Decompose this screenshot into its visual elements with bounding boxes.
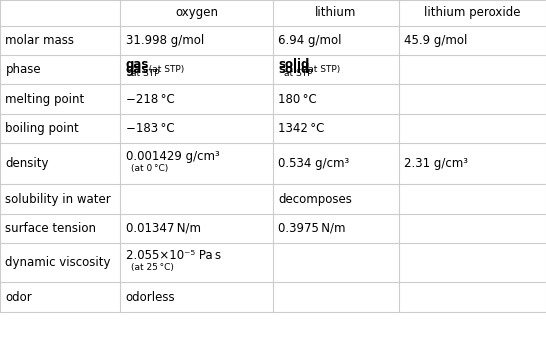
Text: solid: solid: [278, 63, 310, 76]
Text: (at 0 °C): (at 0 °C): [131, 164, 168, 173]
Text: lithium: lithium: [315, 6, 357, 19]
Text: molar mass: molar mass: [5, 34, 74, 47]
Text: phase: phase: [5, 63, 41, 76]
Text: odorless: odorless: [126, 291, 175, 304]
Text: 0.01347 N/m: 0.01347 N/m: [126, 222, 200, 235]
Text: surface tension: surface tension: [5, 222, 97, 235]
Text: 6.94 g/mol: 6.94 g/mol: [278, 34, 342, 47]
Text: 2.31 g/cm³: 2.31 g/cm³: [404, 157, 468, 170]
Text: 0.001429 g/cm³: 0.001429 g/cm³: [126, 150, 219, 163]
Text: at STP: at STP: [131, 69, 159, 78]
Text: (at STP): (at STP): [299, 65, 341, 74]
Text: solubility in water: solubility in water: [5, 193, 111, 205]
Text: −218 °C: −218 °C: [126, 93, 174, 106]
Text: gas: gas: [126, 58, 149, 71]
Text: 1342 °C: 1342 °C: [278, 122, 325, 135]
Text: 180 °C: 180 °C: [278, 93, 317, 106]
Text: lithium peroxide: lithium peroxide: [424, 6, 520, 19]
Text: (at 25 °C): (at 25 °C): [131, 263, 174, 272]
Text: gas: gas: [126, 63, 149, 76]
Text: decomposes: decomposes: [278, 193, 352, 205]
Text: melting point: melting point: [5, 93, 85, 106]
Text: 2.055×10⁻⁵ Pa s: 2.055×10⁻⁵ Pa s: [126, 249, 221, 262]
Text: density: density: [5, 157, 49, 170]
Text: (at STP): (at STP): [143, 65, 184, 74]
Text: boiling point: boiling point: [5, 122, 79, 135]
Text: solid: solid: [278, 58, 310, 71]
Text: at STP: at STP: [284, 69, 312, 78]
Text: 45.9 g/mol: 45.9 g/mol: [404, 34, 467, 47]
Text: 0.534 g/cm³: 0.534 g/cm³: [278, 157, 349, 170]
Text: 0.3975 N/m: 0.3975 N/m: [278, 222, 346, 235]
Text: −183 °C: −183 °C: [126, 122, 174, 135]
Text: oxygen: oxygen: [175, 6, 218, 19]
Text: dynamic viscosity: dynamic viscosity: [5, 256, 111, 269]
Text: odor: odor: [5, 291, 32, 304]
Text: 31.998 g/mol: 31.998 g/mol: [126, 34, 204, 47]
